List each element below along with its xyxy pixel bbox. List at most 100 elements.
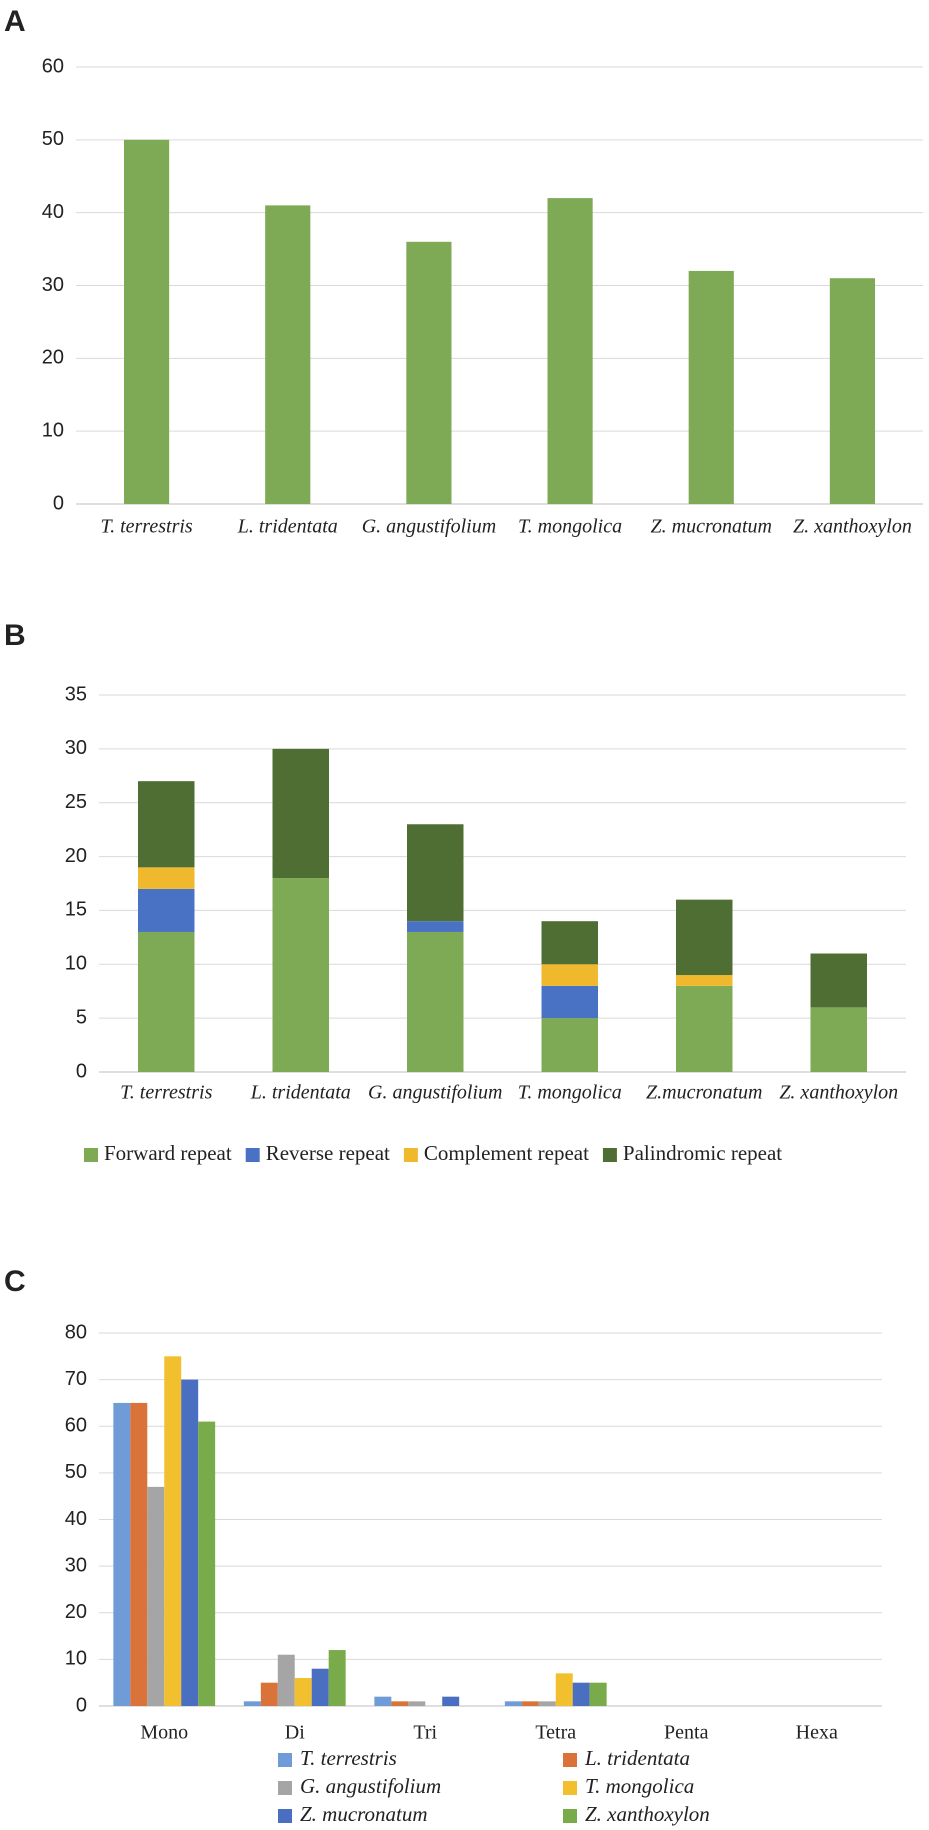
bar <box>688 270 734 504</box>
bar <box>406 241 452 505</box>
bar <box>294 1678 312 1706</box>
bar-segment <box>407 931 464 1072</box>
y-tick-label: 40 <box>42 201 64 223</box>
y-tick-label: 0 <box>53 492 64 514</box>
legend-label: Z. xanthoxylon <box>585 1802 710 1826</box>
legend-label: Palindromic repeat <box>623 1141 782 1165</box>
x-tick-label: L. tridentata <box>237 516 338 538</box>
y-tick-label: 5 <box>76 1006 87 1028</box>
bar <box>589 1682 607 1706</box>
legend-label: Reverse repeat <box>266 1141 390 1165</box>
bar-segment <box>272 748 329 879</box>
bar <box>538 1701 556 1706</box>
bar-segment <box>676 985 733 1072</box>
bar-segment <box>138 867 195 889</box>
bar-segment <box>541 985 598 1019</box>
y-tick-label: 10 <box>42 419 64 441</box>
bar <box>311 1668 329 1706</box>
x-tick-label: Di <box>285 1722 305 1744</box>
bar-segment <box>810 1007 867 1072</box>
panel-label: C <box>4 1265 26 1298</box>
legend-swatch <box>563 1809 577 1823</box>
legend-swatch <box>403 1148 418 1162</box>
x-tick-label: Mono <box>140 1722 188 1744</box>
legend-label: T. terrestris <box>300 1746 397 1770</box>
bar <box>164 1356 182 1706</box>
panel-label: B <box>4 619 26 652</box>
x-tick-label: G. angustifolium <box>368 1082 502 1104</box>
legend-swatch <box>278 1753 292 1767</box>
x-tick-label: T. mongolica <box>518 1082 622 1104</box>
bar <box>123 139 170 505</box>
x-tick-label: T. terrestris <box>100 516 192 538</box>
legend-label: Forward repeat <box>104 1141 232 1165</box>
bar-segment <box>810 953 867 1008</box>
bar-segment <box>138 781 195 868</box>
y-tick-label: 50 <box>65 1461 87 1483</box>
x-tick-label: G. angustifolium <box>362 516 496 538</box>
bar <box>572 1682 590 1706</box>
bar <box>391 1701 409 1706</box>
x-tick-label: Penta <box>664 1722 709 1744</box>
legend-label: Z. mucronatum <box>300 1802 428 1826</box>
y-tick-label: 60 <box>65 1415 87 1437</box>
bar <box>113 1402 131 1706</box>
legend-swatch <box>245 1148 260 1162</box>
panel-label: A <box>4 5 26 38</box>
bar-segment <box>272 878 329 1072</box>
bar-segment <box>138 931 195 1072</box>
bar <box>147 1486 165 1706</box>
bar-segment <box>541 964 598 986</box>
y-tick-label: 25 <box>65 791 87 813</box>
legend-swatch <box>602 1148 617 1162</box>
legend-label: G. angustifolium <box>300 1774 441 1798</box>
y-tick-label: 70 <box>65 1368 87 1390</box>
y-tick-label: 80 <box>65 1321 87 1343</box>
bar <box>277 1654 295 1706</box>
x-tick-label: Tetra <box>535 1722 576 1744</box>
x-tick-label: Hexa <box>796 1722 838 1744</box>
y-tick-label: 20 <box>42 347 64 369</box>
y-tick-label: 20 <box>65 845 87 867</box>
bar <box>408 1701 426 1706</box>
y-tick-label: 10 <box>65 953 87 975</box>
bar <box>260 1682 278 1706</box>
y-tick-label: 0 <box>76 1060 87 1082</box>
legend-label: T. mongolica <box>585 1774 694 1798</box>
legend-label: L. tridentata <box>584 1746 690 1770</box>
x-tick-label: L. tridentata <box>250 1082 351 1104</box>
bar-segment <box>541 1018 598 1072</box>
x-tick-label: Z. xanthoxylon <box>779 1082 898 1104</box>
bar <box>328 1650 346 1706</box>
bar <box>181 1379 199 1706</box>
bar-segment <box>138 888 195 932</box>
bar <box>504 1701 522 1706</box>
legend-swatch <box>278 1809 292 1823</box>
bar-segment <box>407 921 464 932</box>
y-tick-label: 40 <box>65 1508 87 1530</box>
bar <box>243 1701 261 1706</box>
x-tick-label: T. mongolica <box>518 516 622 538</box>
bar <box>829 278 876 504</box>
legend-swatch <box>563 1753 577 1767</box>
x-tick-label: Z. xanthoxylon <box>793 516 912 538</box>
bar <box>265 205 311 504</box>
bar-segment <box>541 921 598 965</box>
bar <box>374 1696 392 1706</box>
legend-label: Complement repeat <box>424 1141 589 1165</box>
y-tick-label: 10 <box>65 1648 87 1670</box>
bar <box>130 1402 148 1706</box>
y-tick-label: 30 <box>42 274 64 296</box>
x-tick-label: T. terrestris <box>120 1082 212 1104</box>
legend-swatch <box>563 1781 577 1795</box>
y-tick-label: 30 <box>65 1554 87 1576</box>
y-tick-label: 50 <box>42 128 64 150</box>
y-tick-label: 60 <box>42 55 64 77</box>
legend-swatch <box>84 1148 98 1162</box>
bar <box>547 198 593 504</box>
legend-swatch <box>278 1781 292 1795</box>
bar <box>442 1696 460 1706</box>
bar <box>521 1701 539 1706</box>
bar-segment <box>676 975 733 986</box>
bar-segment <box>676 899 733 976</box>
